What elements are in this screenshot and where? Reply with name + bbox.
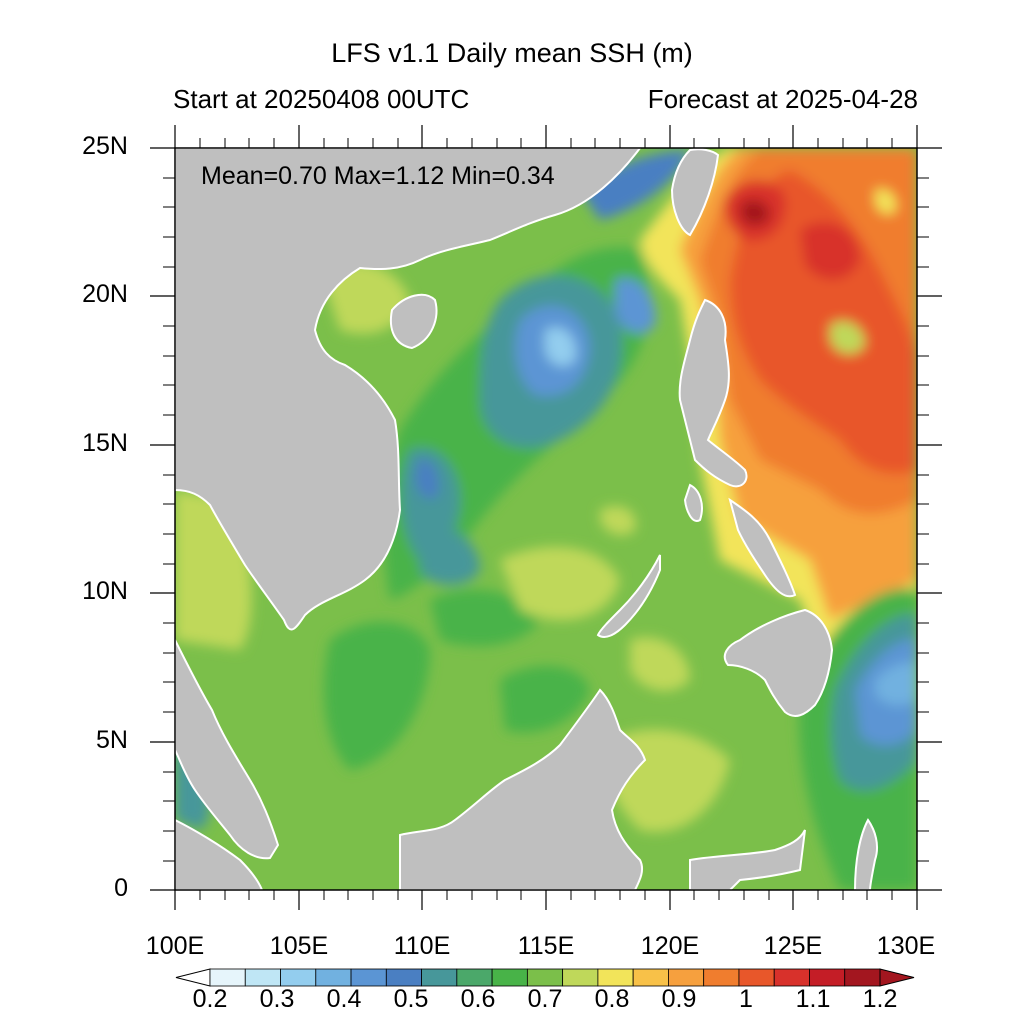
colorbar-swatch bbox=[280, 968, 317, 987]
land-palawan bbox=[596, 554, 661, 638]
land-taiwan bbox=[670, 148, 720, 237]
colorbar-swatch bbox=[244, 968, 281, 987]
colorbar-swatch bbox=[562, 968, 599, 987]
ssh-region-blue bbox=[415, 459, 439, 500]
forecast-date-label: Forecast at 2025-04-28 bbox=[647, 84, 918, 114]
colorbar-swatch bbox=[209, 968, 246, 987]
ssh-region-mid-green bbox=[430, 589, 540, 646]
colorbar-label: 1.1 bbox=[795, 985, 831, 1013]
lon-label-115e: 115E bbox=[517, 932, 575, 960]
lat-label-10n: 10N bbox=[82, 577, 128, 605]
ssh-region-warm-pool-red bbox=[730, 170, 917, 474]
land-mindoro bbox=[683, 483, 703, 522]
lat-label-0: 0 bbox=[114, 874, 128, 902]
ssh-region-max bbox=[740, 199, 770, 226]
land-mindanao bbox=[723, 608, 834, 717]
ssh-region-coastal-blue bbox=[580, 150, 690, 220]
colorbar-swatch bbox=[315, 968, 352, 987]
colorbar-under-triangle bbox=[175, 968, 211, 987]
colorbar-over-triangle bbox=[879, 968, 915, 987]
land-halmahera bbox=[853, 818, 878, 890]
lon-label-120e: 120E bbox=[640, 932, 700, 960]
land-luzon bbox=[678, 298, 748, 488]
colorbar-label: 0.9 bbox=[661, 985, 697, 1013]
axis-ticks bbox=[150, 125, 942, 910]
lon-label-110e: 110E bbox=[393, 932, 451, 960]
colorbar-swatch bbox=[632, 968, 669, 987]
lat-label-15n: 15N bbox=[82, 429, 128, 457]
land-hainan bbox=[390, 293, 438, 350]
start-time-label: Start at 20250408 00UTC bbox=[173, 84, 470, 114]
colorbar-swatch bbox=[597, 968, 634, 987]
ssh-region-mid-green bbox=[324, 621, 430, 770]
colorbar-swatch bbox=[773, 968, 810, 987]
lat-label-25n: 25N bbox=[82, 132, 128, 160]
colorbar bbox=[175, 968, 915, 987]
ssh-region-yellow-green bbox=[600, 506, 636, 536]
ssh-region-teal bbox=[420, 527, 480, 585]
ssh-region-se-light-blue bbox=[875, 662, 917, 706]
plot-area bbox=[175, 148, 917, 890]
colorbar-swatch bbox=[809, 968, 846, 987]
land-indochina bbox=[175, 148, 642, 631]
lon-label-100e: 100E bbox=[145, 932, 205, 960]
axis-minor-ticks bbox=[163, 138, 929, 900]
ssh-region-light-blue bbox=[545, 327, 576, 367]
ssh-region-yellow-spot bbox=[875, 189, 897, 215]
colorbar-swatch bbox=[526, 968, 564, 987]
land-malay-peninsula bbox=[175, 639, 280, 860]
land-visayas bbox=[728, 497, 797, 598]
colorbar-swatch bbox=[668, 968, 705, 987]
colorbar-swatch bbox=[350, 968, 387, 987]
land-borneo bbox=[399, 688, 647, 890]
lon-label-105e: 105E bbox=[269, 932, 329, 960]
colorbar-label: 1.2 bbox=[862, 985, 898, 1013]
colorbar-swatch bbox=[385, 968, 422, 987]
colorbar-swatch bbox=[491, 968, 528, 987]
ssh-contour-field bbox=[175, 148, 917, 890]
map-title: LFS v1.1 Daily mean SSH (m) bbox=[331, 38, 693, 68]
lon-label-125e: 125E bbox=[763, 932, 823, 960]
colorbar-swatch bbox=[421, 968, 458, 987]
land-sulawesi bbox=[689, 829, 806, 890]
colorbar-label: 0.8 bbox=[594, 985, 630, 1013]
land-masses bbox=[175, 148, 878, 890]
ssh-region-yellow-spot bbox=[830, 321, 865, 355]
ssh-region-high bbox=[800, 221, 860, 280]
colorbar-label: 0.6 bbox=[460, 985, 496, 1013]
colorbar-label: 0.5 bbox=[393, 985, 429, 1013]
colorbar-label: 1 bbox=[739, 985, 753, 1013]
lon-label-130e: 130E bbox=[876, 932, 936, 960]
colorbar-label: 0.3 bbox=[259, 985, 295, 1013]
colorbar-swatch bbox=[703, 968, 740, 987]
lat-label-20n: 20N bbox=[82, 280, 128, 308]
field-statistics: Mean=0.70 Max=1.12 Min=0.34 bbox=[201, 162, 555, 190]
colorbar-swatch bbox=[738, 968, 775, 987]
ssh-region-blue bbox=[615, 278, 656, 334]
colorbar-swatch bbox=[844, 968, 881, 987]
land-sumatra bbox=[175, 818, 264, 890]
lat-label-5n: 5N bbox=[96, 726, 128, 754]
colorbar-label: 0.2 bbox=[192, 985, 228, 1013]
ssh-region-mid-green bbox=[500, 666, 590, 733]
colorbar-swatch bbox=[456, 968, 493, 987]
ssh-region-yellow-green bbox=[500, 546, 620, 620]
colorbar-label: 0.4 bbox=[326, 985, 362, 1013]
ssh-region-yellow-green bbox=[630, 637, 690, 691]
colorbar-label: 0.7 bbox=[527, 985, 563, 1013]
